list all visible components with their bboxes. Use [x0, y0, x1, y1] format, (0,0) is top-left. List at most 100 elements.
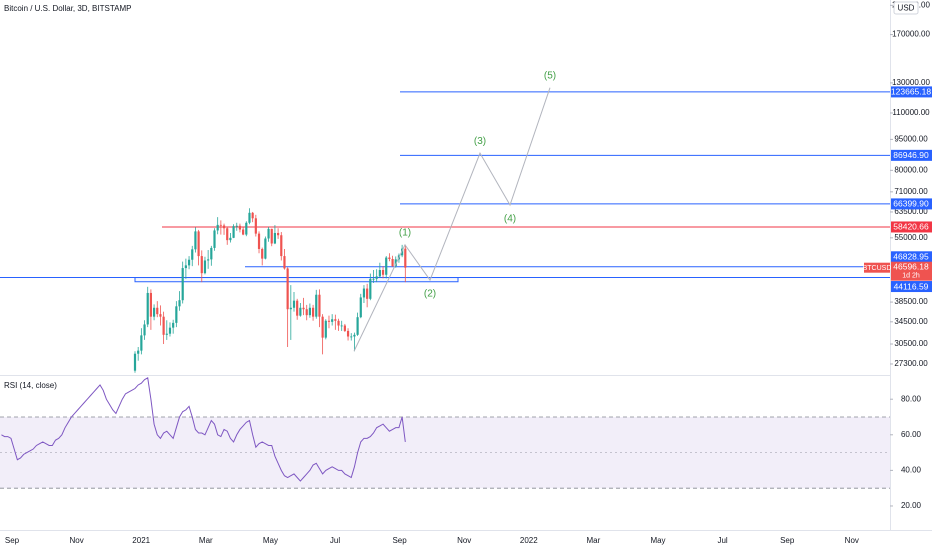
candle-body	[184, 265, 187, 269]
candle-body	[353, 334, 356, 337]
x-tick-label: May	[650, 536, 665, 545]
candle-body	[331, 319, 334, 322]
candle-body	[375, 276, 378, 279]
candle-body	[292, 300, 296, 308]
candle-body	[366, 288, 369, 299]
rsi-tick-label: 60.00	[901, 430, 922, 439]
y-tick-label: 71000.00	[894, 187, 928, 196]
candle-body	[394, 259, 397, 267]
y-tick-label: 80000.00	[894, 165, 928, 174]
candle-body	[152, 307, 156, 317]
candle-body	[245, 222, 248, 235]
candle-body	[334, 319, 337, 321]
candle-body	[273, 232, 277, 244]
candle-body	[181, 268, 184, 301]
y-tick-label: 170000.00	[892, 30, 930, 39]
level-tag-label: 46828.95	[893, 252, 929, 262]
candle-body	[219, 224, 222, 226]
candle-body	[270, 228, 273, 244]
level-tag	[891, 86, 932, 98]
level-tag-label: 44116.59	[894, 281, 929, 291]
candle-body	[232, 226, 235, 238]
candle-body	[388, 257, 391, 260]
candle-body	[175, 306, 178, 323]
marks-layer	[1, 87, 551, 482]
wave-label: (4)	[504, 214, 516, 225]
x-tick-label: May	[263, 536, 278, 545]
candle-body	[248, 212, 251, 223]
candle-body	[203, 260, 207, 274]
candle-body	[321, 316, 324, 338]
candle-body	[168, 327, 172, 334]
candle-body	[207, 259, 210, 261]
countdown-label: 1d 2h	[902, 273, 920, 280]
candle-body	[238, 225, 242, 230]
level-tag	[891, 251, 932, 263]
candle-body	[340, 325, 343, 327]
candle-body	[226, 228, 229, 241]
level-tag-label: 58420.66	[893, 222, 929, 232]
candle-body	[146, 292, 149, 325]
rsi-tick-label: 40.00	[901, 465, 922, 474]
x-tick-label: 2022	[520, 536, 538, 545]
candle-body	[264, 238, 267, 259]
x-tick-label: 2021	[132, 536, 150, 545]
candle-body	[343, 325, 346, 331]
x-tick-label: Nov	[845, 536, 859, 545]
candle-body	[229, 237, 232, 241]
candle-body	[346, 330, 350, 337]
candle-body	[359, 297, 362, 318]
rsi-tick-label: 80.00	[901, 394, 922, 403]
last-price-tag	[891, 261, 932, 281]
level-tag	[891, 198, 932, 210]
candle-body	[350, 336, 353, 338]
candle-body	[381, 270, 385, 275]
symbol-tag-label: BTCUSD	[863, 265, 892, 272]
symbol-tag	[864, 262, 890, 273]
level-tag-label: 66399.90	[893, 199, 929, 209]
wave-label: (2)	[424, 289, 436, 300]
candle-body	[197, 231, 200, 257]
y-tick-label: 27300.00	[894, 359, 928, 368]
candle-body	[159, 314, 162, 317]
candle-body	[257, 233, 261, 249]
candle-body	[369, 278, 372, 299]
candle-body	[254, 218, 257, 234]
x-tick-label: Nov	[69, 536, 83, 545]
rsi-line	[1, 377, 406, 482]
y-tick-label: 30500.00	[894, 339, 928, 348]
candle-body	[156, 307, 159, 315]
wave-projection	[353, 87, 551, 352]
candle-body	[283, 256, 286, 269]
candle-body	[235, 225, 238, 227]
candle-body	[140, 335, 143, 351]
level-tag-label: 86946.90	[893, 150, 929, 160]
candle-body	[378, 270, 381, 277]
candle-body	[299, 307, 302, 316]
wave-label: (3)	[474, 136, 486, 147]
candle-body	[162, 316, 165, 335]
chart-title: Bitcoin / U.S. Dollar, 3D, BITSTAMP	[4, 4, 131, 13]
candle-body	[391, 259, 394, 267]
candle-body	[327, 320, 331, 322]
wave-label: (1)	[399, 227, 411, 238]
x-tick-label: Mar	[199, 536, 213, 545]
candle-body	[315, 294, 318, 317]
candle-body	[296, 300, 299, 316]
candle-body	[191, 249, 194, 260]
x-tick-label: Jul	[330, 536, 340, 545]
x-tick-label: Sep	[392, 536, 407, 545]
level-tag	[891, 221, 932, 233]
y-tick-label: 38500.00	[894, 297, 928, 306]
candle-body	[172, 322, 175, 328]
x-tick-label: Nov	[457, 536, 471, 545]
y-tick-label: 110000.00	[892, 108, 930, 117]
wave-label: (5)	[544, 70, 556, 81]
candle-body	[165, 333, 168, 335]
y-tick-label: 63500.00	[894, 207, 928, 216]
candle-body	[222, 225, 226, 229]
candle-body	[404, 248, 407, 268]
x-tick-label: Sep	[780, 536, 795, 545]
